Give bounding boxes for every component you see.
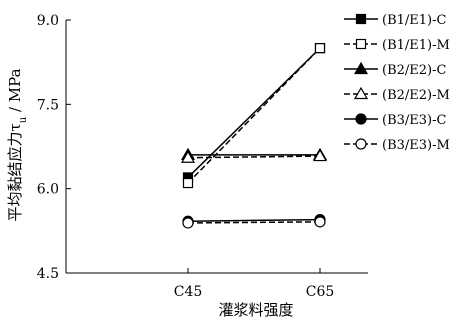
axes: 4.5 6.0 7.5 9.0 C45 C65 [37, 13, 368, 300]
data-point [182, 217, 194, 229]
legend-item: (B3/E3)-M [344, 138, 450, 153]
y-tick-label: 9.0 [37, 13, 59, 29]
legend-item: (B2/E2)-M [344, 86, 450, 103]
x-tick-label: C45 [174, 284, 203, 300]
legend-item: (B1/E1)-M [344, 38, 450, 53]
series-line [187, 218, 321, 223]
series-5 [182, 213, 326, 227]
legend-item: (B3/E3)-C [344, 113, 447, 128]
data-point [314, 216, 326, 228]
legend-label: (B1/E1)-C [382, 13, 447, 28]
legend-item: (B2/E2)-C [344, 61, 447, 78]
series-line [187, 155, 321, 159]
series-layer [180, 43, 328, 229]
data-point [180, 150, 196, 163]
legend-label: (B3/E3)-C [382, 113, 447, 128]
series-3 [180, 147, 328, 161]
legend-marker [355, 38, 367, 50]
legend-label: (B2/E2)-C [382, 63, 447, 78]
legend-item: (B1/E1)-C [344, 13, 447, 28]
legend-marker [353, 86, 369, 100]
y-tick-label: 7.5 [37, 97, 59, 113]
legend-label: (B2/E2)-M [382, 88, 450, 103]
legend-label: (B3/E3)-M [382, 138, 450, 153]
x-tick-label: C65 [306, 284, 335, 300]
series-line [187, 221, 321, 224]
legend-label: (B1/E1)-M [382, 38, 450, 53]
series-2 [182, 43, 326, 189]
y-axis-title: 平均黏结应力τu / MPa [6, 68, 29, 221]
legend-marker [355, 13, 367, 25]
data-point [182, 177, 194, 189]
series-line [187, 47, 321, 184]
series-6 [182, 216, 326, 229]
data-point [314, 43, 326, 54]
y-tick-label: 4.5 [37, 266, 59, 282]
legend-marker [355, 113, 367, 125]
data-point [312, 148, 328, 162]
legend: (B1/E1)-C (B1/E1)-M (B2/E2)-C (B2/E2)-M (B3/… [344, 13, 450, 153]
legend-marker [353, 61, 369, 75]
legend-marker [355, 138, 367, 150]
y-tick-label: 6.0 [37, 182, 59, 198]
x-axis-title: 灌浆料强度 [218, 301, 293, 319]
series-4 [180, 148, 328, 163]
